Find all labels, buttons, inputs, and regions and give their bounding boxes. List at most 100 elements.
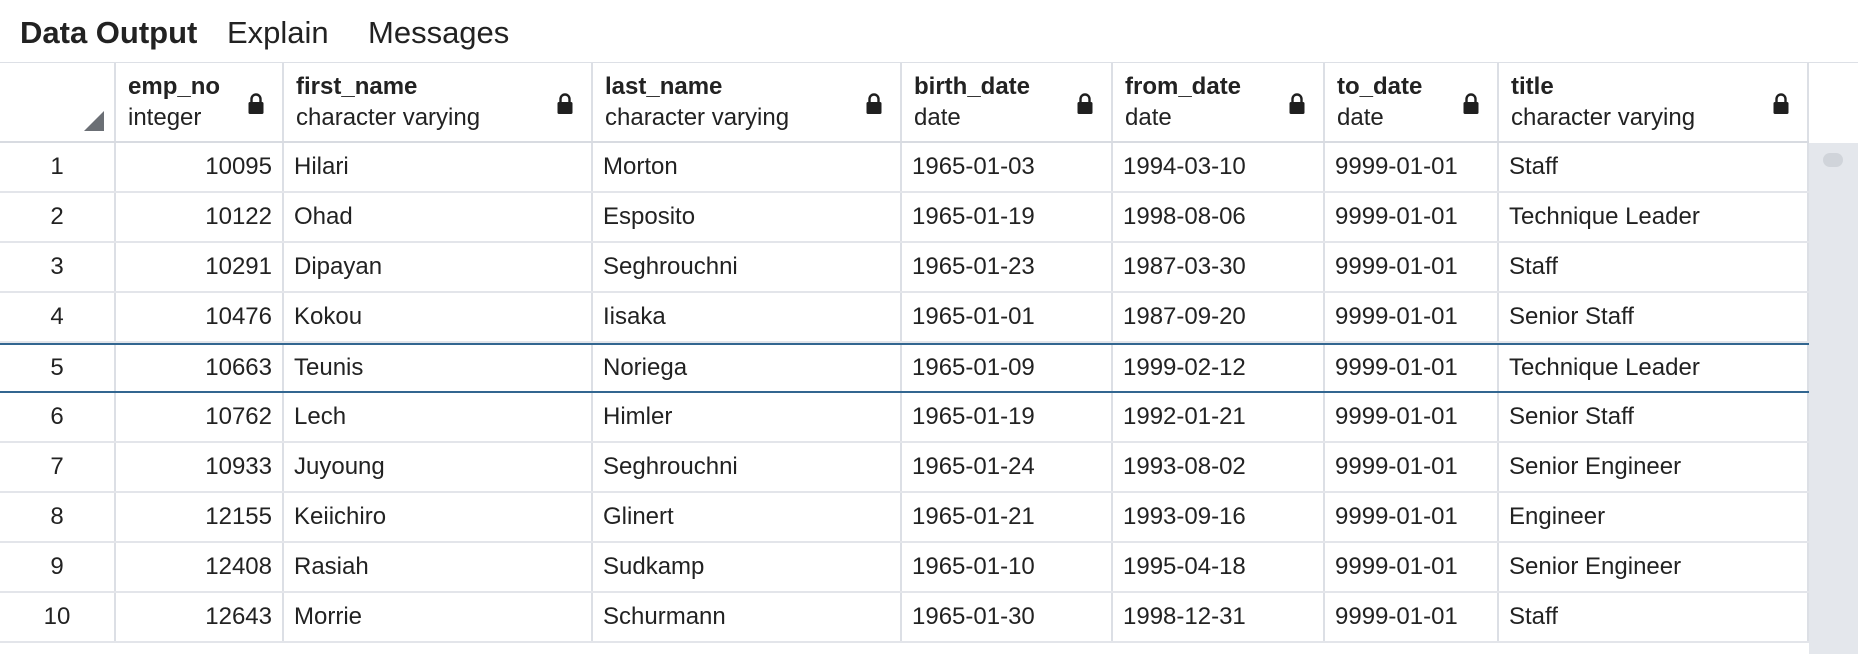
cell-to-date[interactable]: 9999-01-01 — [1325, 493, 1499, 541]
cell-to-date[interactable]: 9999-01-01 — [1325, 243, 1499, 291]
cell-last-name[interactable]: Morton — [593, 143, 902, 191]
cell-from-date[interactable]: 1993-09-16 — [1113, 493, 1325, 541]
cell-birth-date[interactable]: 1965-01-01 — [902, 293, 1113, 341]
scrollbar-thumb[interactable] — [1823, 153, 1843, 167]
table-row[interactable]: 3 10291 Dipayan Seghrouchni 1965-01-23 1987-0… — [0, 243, 1809, 293]
column-header-last-name[interactable]: last_name character varying — [593, 63, 902, 141]
table-row[interactable]: 4 10476 Kokou Iisaka 1965-01-01 1987-09-20 999… — [0, 293, 1809, 343]
row-number[interactable]: 1 — [0, 143, 116, 191]
table-row[interactable]: 2 10122 Ohad Esposito 1965-01-19 1998-08-06 99… — [0, 193, 1809, 243]
cell-from-date[interactable]: 1995-04-18 — [1113, 543, 1325, 591]
row-number[interactable]: 10 — [0, 593, 116, 641]
tab-explain[interactable]: Explain — [227, 15, 329, 50]
cell-from-date[interactable]: 1994-03-10 — [1113, 143, 1325, 191]
cell-title[interactable]: Staff — [1499, 143, 1809, 191]
cell-emp-no[interactable]: 12408 — [116, 543, 284, 591]
table-row[interactable]: 10 12643 Morrie Schurmann 1965-01-30 1998-12-… — [0, 593, 1809, 643]
cell-last-name[interactable]: Seghrouchni — [593, 243, 902, 291]
cell-title[interactable]: Senior Staff — [1499, 293, 1809, 341]
column-header-to-date[interactable]: to_date date — [1325, 63, 1499, 141]
cell-first-name[interactable]: Kokou — [284, 293, 593, 341]
row-number[interactable]: 6 — [0, 393, 116, 441]
column-header-title[interactable]: title character varying — [1499, 63, 1809, 141]
cell-to-date[interactable]: 9999-01-01 — [1325, 193, 1499, 241]
cell-title[interactable]: Technique Leader — [1499, 345, 1809, 391]
cell-emp-no[interactable]: 10663 — [116, 345, 284, 391]
cell-to-date[interactable]: 9999-01-01 — [1325, 345, 1499, 391]
cell-last-name[interactable]: Schurmann — [593, 593, 902, 641]
cell-from-date[interactable]: 1987-03-30 — [1113, 243, 1325, 291]
row-number[interactable]: 3 — [0, 243, 116, 291]
cell-from-date[interactable]: 1998-08-06 — [1113, 193, 1325, 241]
cell-birth-date[interactable]: 1965-01-23 — [902, 243, 1113, 291]
cell-first-name[interactable]: Keiichiro — [284, 493, 593, 541]
column-header-from-date[interactable]: from_date date — [1113, 63, 1325, 141]
cell-birth-date[interactable]: 1965-01-21 — [902, 493, 1113, 541]
cell-from-date[interactable]: 1998-12-31 — [1113, 593, 1325, 641]
cell-to-date[interactable]: 9999-01-01 — [1325, 393, 1499, 441]
cell-emp-no[interactable]: 12643 — [116, 593, 284, 641]
table-row[interactable]: 5 10663 Teunis Noriega 1965-01-09 1999-02-12 9… — [0, 343, 1809, 393]
cell-emp-no[interactable]: 10762 — [116, 393, 284, 441]
cell-title[interactable]: Staff — [1499, 243, 1809, 291]
cell-first-name[interactable]: Juyoung — [284, 443, 593, 491]
tab-data-output[interactable]: Data Output — [20, 15, 198, 50]
cell-emp-no[interactable]: 12155 — [116, 493, 284, 541]
cell-emp-no[interactable]: 10291 — [116, 243, 284, 291]
cell-first-name[interactable]: Morrie — [284, 593, 593, 641]
cell-last-name[interactable]: Iisaka — [593, 293, 902, 341]
cell-first-name[interactable]: Teunis — [284, 345, 593, 391]
tab-messages[interactable]: Messages — [368, 15, 510, 50]
cell-last-name[interactable]: Noriega — [593, 345, 902, 391]
row-number[interactable]: 8 — [0, 493, 116, 541]
column-header-birth-date[interactable]: birth_date date — [902, 63, 1113, 141]
cell-birth-date[interactable]: 1965-01-03 — [902, 143, 1113, 191]
table-row[interactable]: 8 12155 Keiichiro Glinert 1965-01-21 1993-09-… — [0, 493, 1809, 543]
cell-to-date[interactable]: 9999-01-01 — [1325, 593, 1499, 641]
cell-from-date[interactable]: 1992-01-21 — [1113, 393, 1325, 441]
cell-from-date[interactable]: 1999-02-12 — [1113, 345, 1325, 391]
cell-emp-no[interactable]: 10476 — [116, 293, 284, 341]
row-number[interactable]: 9 — [0, 543, 116, 591]
cell-birth-date[interactable]: 1965-01-10 — [902, 543, 1113, 591]
cell-emp-no[interactable]: 10933 — [116, 443, 284, 491]
cell-title[interactable]: Senior Engineer — [1499, 543, 1809, 591]
cell-last-name[interactable]: Esposito — [593, 193, 902, 241]
cell-title[interactable]: Senior Engineer — [1499, 443, 1809, 491]
cell-from-date[interactable]: 1987-09-20 — [1113, 293, 1325, 341]
row-number[interactable]: 7 — [0, 443, 116, 491]
row-number[interactable]: 5 — [0, 345, 116, 391]
cell-first-name[interactable]: Dipayan — [284, 243, 593, 291]
table-row[interactable]: 6 10762 Lech Himler 1965-01-19 1992-01-21 9999… — [0, 393, 1809, 443]
cell-emp-no[interactable]: 10122 — [116, 193, 284, 241]
row-number[interactable]: 2 — [0, 193, 116, 241]
cell-birth-date[interactable]: 1965-01-30 — [902, 593, 1113, 641]
cell-title[interactable]: Senior Staff — [1499, 393, 1809, 441]
table-row[interactable]: 1 10095 Hilari Morton 1965-01-03 1994-03-10 99… — [0, 143, 1809, 193]
cell-last-name[interactable]: Sudkamp — [593, 543, 902, 591]
cell-birth-date[interactable]: 1965-01-24 — [902, 443, 1113, 491]
cell-birth-date[interactable]: 1965-01-09 — [902, 345, 1113, 391]
cell-last-name[interactable]: Himler — [593, 393, 902, 441]
cell-emp-no[interactable]: 10095 — [116, 143, 284, 191]
vertical-scrollbar[interactable] — [1809, 143, 1858, 654]
cell-birth-date[interactable]: 1965-01-19 — [902, 393, 1113, 441]
cell-first-name[interactable]: Rasiah — [284, 543, 593, 591]
select-all-corner[interactable] — [0, 63, 116, 141]
cell-to-date[interactable]: 9999-01-01 — [1325, 543, 1499, 591]
table-row[interactable]: 7 10933 Juyoung Seghrouchni 1965-01-24 1993-0… — [0, 443, 1809, 493]
cell-title[interactable]: Technique Leader — [1499, 193, 1809, 241]
row-number[interactable]: 4 — [0, 293, 116, 341]
cell-birth-date[interactable]: 1965-01-19 — [902, 193, 1113, 241]
table-row[interactable]: 9 12408 Rasiah Sudkamp 1965-01-10 1995-04-18 9… — [0, 543, 1809, 593]
cell-to-date[interactable]: 9999-01-01 — [1325, 143, 1499, 191]
cell-last-name[interactable]: Glinert — [593, 493, 902, 541]
cell-to-date[interactable]: 9999-01-01 — [1325, 293, 1499, 341]
cell-first-name[interactable]: Ohad — [284, 193, 593, 241]
column-header-emp-no[interactable]: emp_no integer — [116, 63, 284, 141]
cell-first-name[interactable]: Lech — [284, 393, 593, 441]
column-header-first-name[interactable]: first_name character varying — [284, 63, 593, 141]
cell-first-name[interactable]: Hilari — [284, 143, 593, 191]
cell-from-date[interactable]: 1993-08-02 — [1113, 443, 1325, 491]
cell-title[interactable]: Staff — [1499, 593, 1809, 641]
